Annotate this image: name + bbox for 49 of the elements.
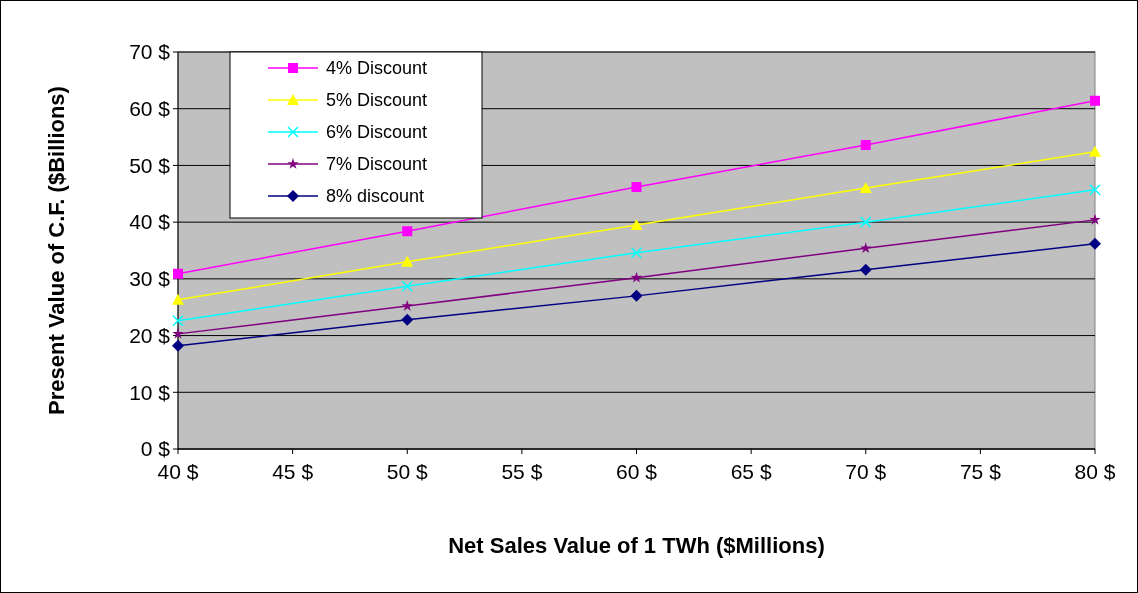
point — [630, 247, 643, 259]
point — [630, 271, 643, 283]
point — [401, 280, 413, 292]
point — [631, 181, 642, 192]
y-tick-label: 20 $ — [129, 323, 171, 347]
x-tick-label: 80 $ — [1074, 460, 1116, 483]
point — [401, 300, 413, 311]
point — [172, 315, 184, 327]
point — [630, 218, 643, 230]
legend-label: 7% Discount — [326, 154, 428, 175]
y-tick-label: 40 $ — [129, 210, 171, 234]
y-tick-label: 50 $ — [129, 153, 171, 177]
point — [172, 339, 184, 352]
legend-label: 8% discount — [326, 186, 425, 207]
point — [860, 242, 872, 254]
legend-label: 6% Discount — [326, 122, 428, 143]
point — [859, 263, 872, 276]
point — [630, 289, 643, 302]
x-tick-label: 40 $ — [157, 460, 199, 483]
point — [172, 327, 184, 339]
point — [1089, 145, 1101, 157]
x-tick-label: 65 $ — [730, 460, 772, 483]
y-tick-label: 10 $ — [129, 380, 171, 404]
point — [401, 313, 414, 326]
x-tick-label: 50 $ — [386, 460, 429, 483]
legend-label: 5% Discount — [326, 90, 428, 111]
y-tick-label: 30 $ — [129, 267, 171, 291]
y-tick-label: 60 $ — [129, 97, 171, 121]
x-axis-title: Net Sales Value of 1 TWh ($Millions) — [448, 533, 825, 558]
x-tick-label: 55 $ — [501, 460, 543, 483]
legend-label: 4% Discount — [326, 58, 428, 79]
y-axis-title: Present Value of C.F. ($Billions) — [44, 86, 69, 415]
point — [860, 216, 872, 228]
point — [402, 226, 413, 237]
point — [1089, 213, 1101, 225]
point — [173, 268, 183, 279]
x-tick-label: 70 $ — [845, 460, 887, 483]
x-tick-label: 75 $ — [959, 460, 1002, 483]
point — [859, 182, 872, 194]
point — [1090, 95, 1100, 106]
y-tick-label: 70 $ — [129, 40, 171, 64]
x-tick-label: 60 $ — [616, 460, 658, 483]
point — [172, 293, 184, 305]
point — [1089, 184, 1101, 196]
point — [401, 255, 414, 267]
point — [860, 140, 871, 151]
x-tick-label: 45 $ — [272, 460, 314, 483]
y-tick-label: 0 $ — [140, 437, 171, 461]
point — [1089, 237, 1101, 250]
